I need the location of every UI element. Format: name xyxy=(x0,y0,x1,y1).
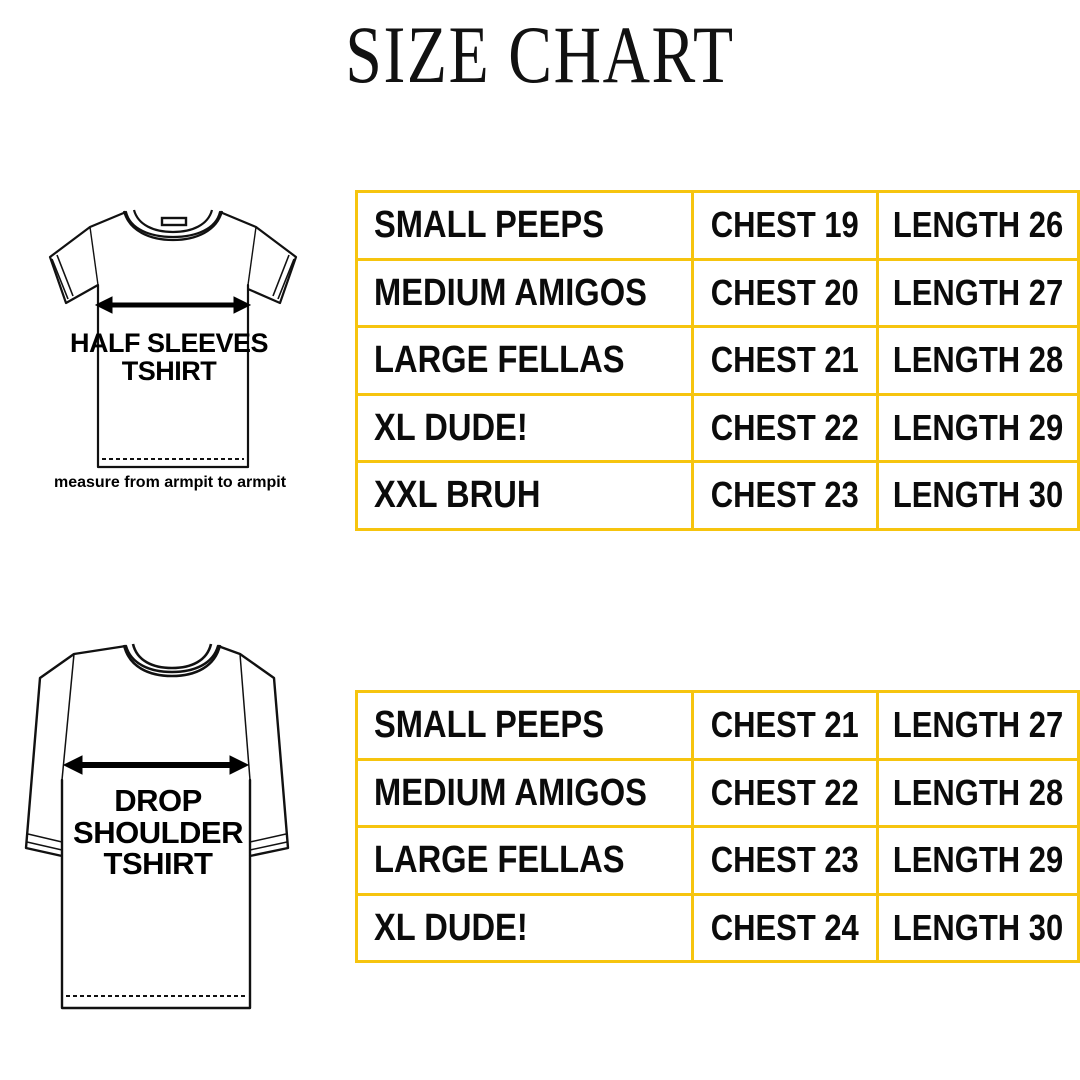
drop-shoulder-size-table: SMALL PEEPS CHEST 21 LENGTH 27 MEDIUM AM… xyxy=(354,690,1080,963)
cell-length: LENGTH 27 xyxy=(875,257,1080,328)
cell-length: LENGTH 30 xyxy=(875,460,1080,531)
cell-chest: CHEST 21 xyxy=(691,690,879,761)
cell-chest: CHEST 20 xyxy=(691,257,879,328)
drop-shoulder-tshirt-drawing xyxy=(24,643,290,1010)
cell-size: MEDIUM AMIGOS xyxy=(354,757,695,828)
cell-size: XXL BRUH xyxy=(354,460,695,531)
cell-chest: CHEST 23 xyxy=(691,460,879,531)
half-sleeves-size-table: SMALL PEEPS CHEST 19 LENGTH 26 MEDIUM AM… xyxy=(354,190,1080,531)
neck-label-tag xyxy=(160,216,188,227)
cell-length: LENGTH 28 xyxy=(875,325,1080,396)
cell-length: LENGTH 29 xyxy=(875,825,1080,896)
table-row: LARGE FELLAS CHEST 21 LENGTH 28 xyxy=(354,325,1080,396)
cell-chest: CHEST 22 xyxy=(691,392,879,463)
cell-size: SMALL PEEPS xyxy=(354,690,695,761)
cell-chest: CHEST 24 xyxy=(691,892,879,963)
cell-length: LENGTH 28 xyxy=(875,757,1080,828)
cell-size: MEDIUM AMIGOS xyxy=(354,257,695,328)
page-title: SIZE CHART xyxy=(345,9,735,100)
cell-chest: CHEST 23 xyxy=(691,825,879,896)
chest-measure-arrow xyxy=(94,296,252,314)
cell-size: XL DUDE! xyxy=(354,392,695,463)
cell-length: LENGTH 29 xyxy=(875,392,1080,463)
drop-shoulder-label-line3: TSHIRT xyxy=(103,846,213,882)
table-row: SMALL PEEPS CHEST 19 LENGTH 26 xyxy=(354,190,1080,261)
table-row: XXL BRUH CHEST 23 LENGTH 30 xyxy=(354,460,1080,531)
chest-measure-arrow xyxy=(62,755,250,775)
cell-size: SMALL PEEPS xyxy=(354,190,695,261)
table-row: XL DUDE! CHEST 24 LENGTH 30 xyxy=(354,892,1080,963)
cell-length: LENGTH 27 xyxy=(875,690,1080,761)
half-sleeves-tshirt-label: HALF SLEEVES TSHIRT xyxy=(58,328,280,386)
drop-shoulder-tshirt-illustration xyxy=(0,620,345,1020)
half-sleeves-label-line2: TSHIRT xyxy=(121,355,217,386)
drop-shoulder-label-line1: DROP xyxy=(114,783,202,818)
table-row: MEDIUM AMIGOS CHEST 22 LENGTH 28 xyxy=(354,757,1080,828)
table-row: SMALL PEEPS CHEST 21 LENGTH 27 xyxy=(354,690,1080,761)
cell-chest: CHEST 21 xyxy=(691,325,879,396)
drop-shoulder-tshirt-label: DROP SHOULDER TSHIRT xyxy=(48,785,268,880)
drop-shoulder-label-line2: SHOULDER xyxy=(73,814,243,850)
cell-size: LARGE FELLAS xyxy=(354,325,695,396)
half-sleeves-tshirt-drawing xyxy=(48,209,298,469)
table-row: XL DUDE! CHEST 22 LENGTH 29 xyxy=(354,392,1080,463)
measure-instruction-caption: measure from armpit to armpit xyxy=(53,474,287,491)
cell-chest: CHEST 22 xyxy=(691,757,879,828)
half-sleeves-tshirt-illustration xyxy=(8,185,338,505)
table-row: MEDIUM AMIGOS CHEST 20 LENGTH 27 xyxy=(354,257,1080,328)
cell-length: LENGTH 30 xyxy=(875,892,1080,963)
cell-chest: CHEST 19 xyxy=(691,190,879,261)
half-sleeves-label-line1: HALF SLEEVES xyxy=(69,328,269,358)
table-row: LARGE FELLAS CHEST 23 LENGTH 29 xyxy=(354,825,1080,896)
cell-size: XL DUDE! xyxy=(354,892,695,963)
cell-length: LENGTH 26 xyxy=(875,190,1080,261)
cell-size: LARGE FELLAS xyxy=(354,825,695,896)
